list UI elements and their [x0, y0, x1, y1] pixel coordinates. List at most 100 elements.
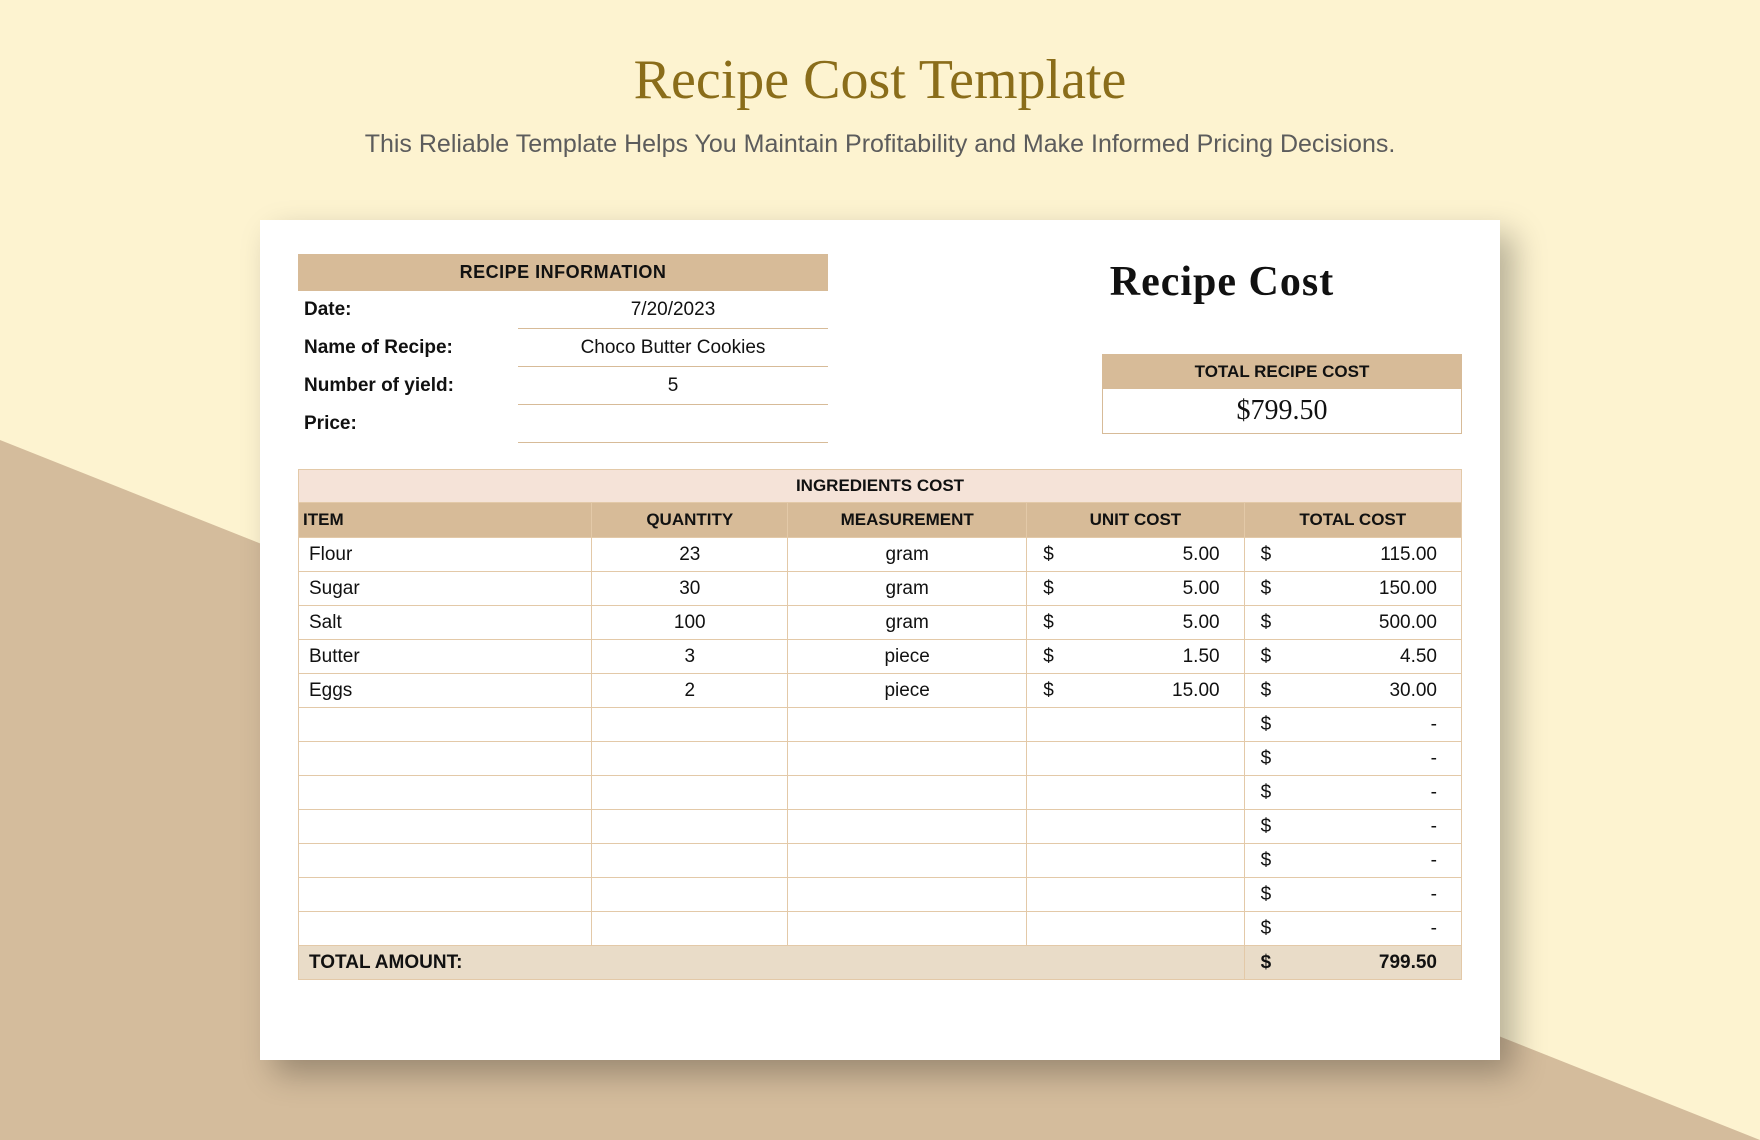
table-row: $- [299, 844, 1462, 878]
cell-item [299, 912, 592, 946]
cell-total-cost: $- [1244, 776, 1461, 810]
recipe-information-header: RECIPE INFORMATION [298, 254, 828, 291]
cell-quantity [592, 878, 788, 912]
total-cost-value: 30.00 [1281, 680, 1437, 702]
cell-measurement: gram [788, 606, 1027, 640]
page-subtitle: This Reliable Template Helps You Maintai… [0, 130, 1760, 159]
right-column: Recipe Cost TOTAL RECIPE COST $799.50 [982, 254, 1462, 434]
currency-symbol: $ [1261, 748, 1281, 770]
unit-cost-value: 15.00 [1063, 680, 1219, 702]
info-row-yield: Number of yield: 5 [298, 367, 828, 405]
cell-total-cost: $4.50 [1244, 640, 1461, 674]
cell-item [299, 844, 592, 878]
price-value [518, 405, 828, 443]
unit-cost-value: 1.50 [1063, 646, 1219, 668]
currency-symbol: $ [1043, 680, 1063, 702]
cell-unit-cost [1027, 776, 1244, 810]
unit-cost-value: 5.00 [1063, 544, 1219, 566]
info-row-price: Price: [298, 405, 828, 443]
stage: Recipe Cost Template This Reliable Templ… [0, 0, 1760, 1140]
cell-total-cost: $- [1244, 708, 1461, 742]
cell-total-cost: $- [1244, 912, 1461, 946]
cell-quantity: 2 [592, 674, 788, 708]
total-cost-value: - [1281, 714, 1437, 736]
page-title: Recipe Cost Template [0, 0, 1760, 112]
cell-unit-cost [1027, 708, 1244, 742]
total-cost-value: 115.00 [1281, 544, 1437, 566]
cell-measurement [788, 810, 1027, 844]
spreadsheet-card: RECIPE INFORMATION Date: 7/20/2023 Name … [260, 220, 1500, 1060]
recipe-cost-heading: Recipe Cost [982, 258, 1462, 306]
unit-cost-value: 5.00 [1063, 578, 1219, 600]
cell-total-cost: $30.00 [1244, 674, 1461, 708]
currency-symbol: $ [1261, 850, 1281, 872]
cell-unit-cost [1027, 742, 1244, 776]
table-row: $- [299, 708, 1462, 742]
cell-measurement [788, 844, 1027, 878]
total-amount-row: TOTAL AMOUNT: $ 799.50 [299, 946, 1462, 980]
total-recipe-cost-box: TOTAL RECIPE COST $799.50 [1102, 354, 1462, 434]
cell-quantity: 23 [592, 538, 788, 572]
cell-measurement [788, 776, 1027, 810]
currency-symbol: $ [1261, 544, 1281, 566]
currency-symbol: $ [1261, 816, 1281, 838]
recipe-information-box: RECIPE INFORMATION Date: 7/20/2023 Name … [298, 254, 828, 443]
cell-item: Salt [299, 606, 592, 640]
total-cost-value: 500.00 [1281, 612, 1437, 634]
cell-measurement [788, 912, 1027, 946]
price-label: Price: [298, 413, 518, 435]
cell-unit-cost: $5.00 [1027, 572, 1244, 606]
cell-unit-cost: $15.00 [1027, 674, 1244, 708]
cell-item [299, 708, 592, 742]
cell-measurement: gram [788, 572, 1027, 606]
name-label: Name of Recipe: [298, 337, 518, 359]
table-row: Flour23gram$5.00$115.00 [299, 538, 1462, 572]
unit-cost-value: 5.00 [1063, 612, 1219, 634]
total-amount-value: 799.50 [1281, 952, 1437, 974]
cell-measurement: gram [788, 538, 1027, 572]
currency-symbol: $ [1261, 578, 1281, 600]
currency-symbol: $ [1261, 884, 1281, 906]
total-cost-value: - [1281, 918, 1437, 940]
ingredients-cost-header: INGREDIENTS COST [298, 469, 1462, 502]
currency-symbol: $ [1261, 714, 1281, 736]
total-cost-value: 150.00 [1281, 578, 1437, 600]
cell-unit-cost [1027, 912, 1244, 946]
cell-item: Eggs [299, 674, 592, 708]
info-row-name: Name of Recipe: Choco Butter Cookies [298, 329, 828, 367]
cell-quantity [592, 844, 788, 878]
cell-total-cost: $- [1244, 844, 1461, 878]
name-value: Choco Butter Cookies [518, 329, 828, 367]
currency-symbol: $ [1261, 680, 1281, 702]
currency-symbol: $ [1261, 952, 1281, 974]
cell-unit-cost [1027, 810, 1244, 844]
cell-quantity [592, 810, 788, 844]
info-row-date: Date: 7/20/2023 [298, 291, 828, 329]
table-row: $- [299, 810, 1462, 844]
col-header-item: ITEM [299, 503, 592, 538]
table-row: Sugar30gram$5.00$150.00 [299, 572, 1462, 606]
total-cost-value: - [1281, 884, 1437, 906]
cell-quantity [592, 912, 788, 946]
currency-symbol: $ [1043, 646, 1063, 668]
cell-total-cost: $500.00 [1244, 606, 1461, 640]
cell-item [299, 878, 592, 912]
date-label: Date: [298, 299, 518, 321]
col-header-quantity: QUANTITY [592, 503, 788, 538]
table-row: $- [299, 776, 1462, 810]
currency-symbol: $ [1043, 578, 1063, 600]
total-cost-value: - [1281, 782, 1437, 804]
cell-item [299, 776, 592, 810]
table-header-row: ITEM QUANTITY MEASUREMENT UNIT COST TOTA… [299, 503, 1462, 538]
date-value: 7/20/2023 [518, 291, 828, 329]
cell-total-cost: $- [1244, 742, 1461, 776]
cell-item [299, 742, 592, 776]
top-row: RECIPE INFORMATION Date: 7/20/2023 Name … [298, 254, 1462, 443]
cell-measurement: piece [788, 640, 1027, 674]
total-amount-value-cell: $ 799.50 [1244, 946, 1461, 980]
total-amount-label: TOTAL AMOUNT: [299, 946, 1245, 980]
total-cost-value: - [1281, 748, 1437, 770]
table-row: Eggs2piece$15.00$30.00 [299, 674, 1462, 708]
cell-item [299, 810, 592, 844]
cell-unit-cost: $5.00 [1027, 538, 1244, 572]
